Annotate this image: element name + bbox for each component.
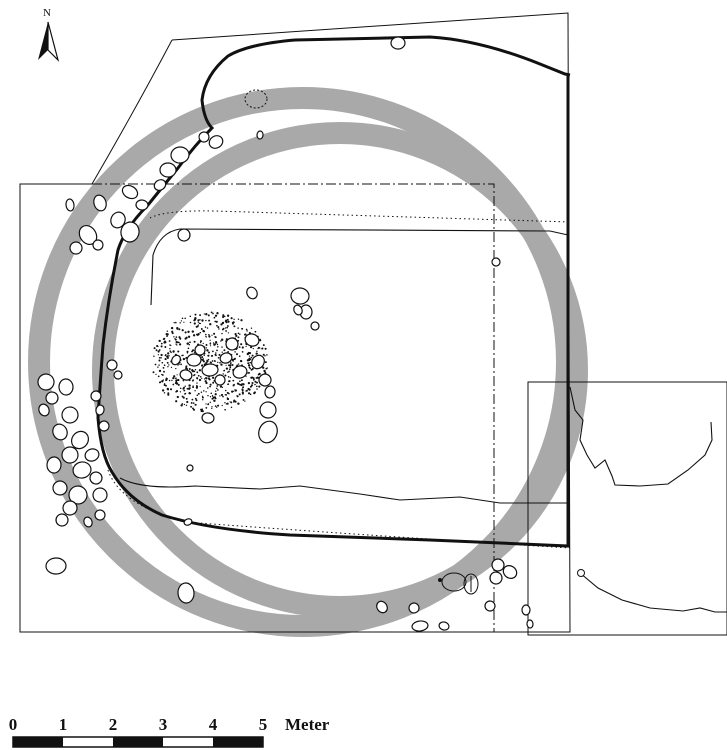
trench-east-outline xyxy=(527,381,727,636)
stone xyxy=(246,286,258,300)
stone xyxy=(232,365,248,379)
inner-lines xyxy=(119,228,727,613)
stone xyxy=(52,480,68,496)
scale-tick-3: 3 xyxy=(159,715,168,734)
stone xyxy=(90,390,102,402)
stones xyxy=(37,36,534,632)
scale-tick-5: 5 xyxy=(259,715,268,734)
stone xyxy=(214,374,226,386)
stone xyxy=(120,221,140,243)
scale-bar: 0 1 2 3 4 5 Meter xyxy=(9,715,330,748)
stone xyxy=(171,354,181,366)
stone xyxy=(177,228,191,242)
stone xyxy=(521,604,531,616)
stipple-area xyxy=(152,311,269,413)
stone xyxy=(438,621,450,631)
scale-tick-4: 4 xyxy=(209,715,218,734)
scale-unit-label: Meter xyxy=(285,715,330,734)
stone xyxy=(61,406,79,424)
find-markers xyxy=(244,89,479,595)
stone xyxy=(92,487,108,503)
stone xyxy=(183,518,193,526)
stone xyxy=(46,456,62,474)
stone xyxy=(258,420,278,444)
stone xyxy=(310,321,320,331)
stone xyxy=(93,194,107,212)
stone xyxy=(55,513,69,527)
stone xyxy=(177,582,195,604)
dotted-lines xyxy=(107,210,571,549)
stone xyxy=(251,354,265,370)
stone xyxy=(179,369,193,381)
stone xyxy=(259,401,277,419)
stone xyxy=(72,461,92,479)
stone xyxy=(159,162,177,178)
stone xyxy=(52,423,68,441)
stone xyxy=(135,199,149,211)
stone xyxy=(106,359,118,371)
stone xyxy=(201,363,219,377)
stone xyxy=(153,179,167,191)
stone xyxy=(45,557,67,575)
stone xyxy=(58,378,74,396)
stone xyxy=(45,391,59,405)
stone xyxy=(489,571,503,585)
inner-ring xyxy=(92,122,588,618)
stone xyxy=(186,464,194,472)
wall-outline xyxy=(96,35,571,548)
stone xyxy=(38,403,50,417)
scale-tick-1: 1 xyxy=(59,715,68,734)
stone xyxy=(110,211,126,229)
stone xyxy=(411,620,429,632)
stone xyxy=(98,420,110,432)
stone xyxy=(293,304,303,316)
trench-outlines xyxy=(19,12,727,636)
stone xyxy=(408,602,420,614)
stone xyxy=(256,130,264,140)
stone xyxy=(121,184,139,200)
stone xyxy=(484,600,496,612)
stone xyxy=(68,485,88,505)
ring-overlay xyxy=(28,87,588,637)
survey-point xyxy=(577,569,585,577)
stone xyxy=(70,430,90,450)
grid-line xyxy=(92,183,495,632)
stone xyxy=(225,337,239,351)
stone xyxy=(376,600,388,614)
stone xyxy=(94,509,106,521)
trench-north-outline xyxy=(19,12,571,633)
stone xyxy=(502,565,518,579)
stone xyxy=(244,333,260,347)
stone xyxy=(219,352,233,364)
north-arrow: N xyxy=(38,7,60,62)
scale-tick-2: 2 xyxy=(109,715,118,734)
stone xyxy=(89,471,103,485)
north-label: N xyxy=(43,7,51,19)
stone xyxy=(258,373,272,387)
stone xyxy=(92,239,104,251)
stone xyxy=(264,385,276,399)
stone xyxy=(186,353,202,367)
stone xyxy=(69,241,83,255)
stone xyxy=(37,373,55,391)
stone xyxy=(491,257,501,267)
stone xyxy=(113,370,123,380)
stone xyxy=(194,344,206,356)
stone xyxy=(491,558,505,572)
stone xyxy=(290,287,310,305)
scale-tick-0: 0 xyxy=(9,715,18,734)
stone xyxy=(62,500,78,516)
stone xyxy=(83,516,93,528)
stone xyxy=(208,135,224,149)
stone xyxy=(170,146,190,164)
stone xyxy=(201,412,215,424)
stone xyxy=(95,404,105,416)
stone xyxy=(84,448,100,462)
stone xyxy=(65,198,75,212)
stone xyxy=(526,619,534,629)
stone xyxy=(390,36,406,50)
stone xyxy=(198,131,210,143)
stone xyxy=(61,446,79,464)
